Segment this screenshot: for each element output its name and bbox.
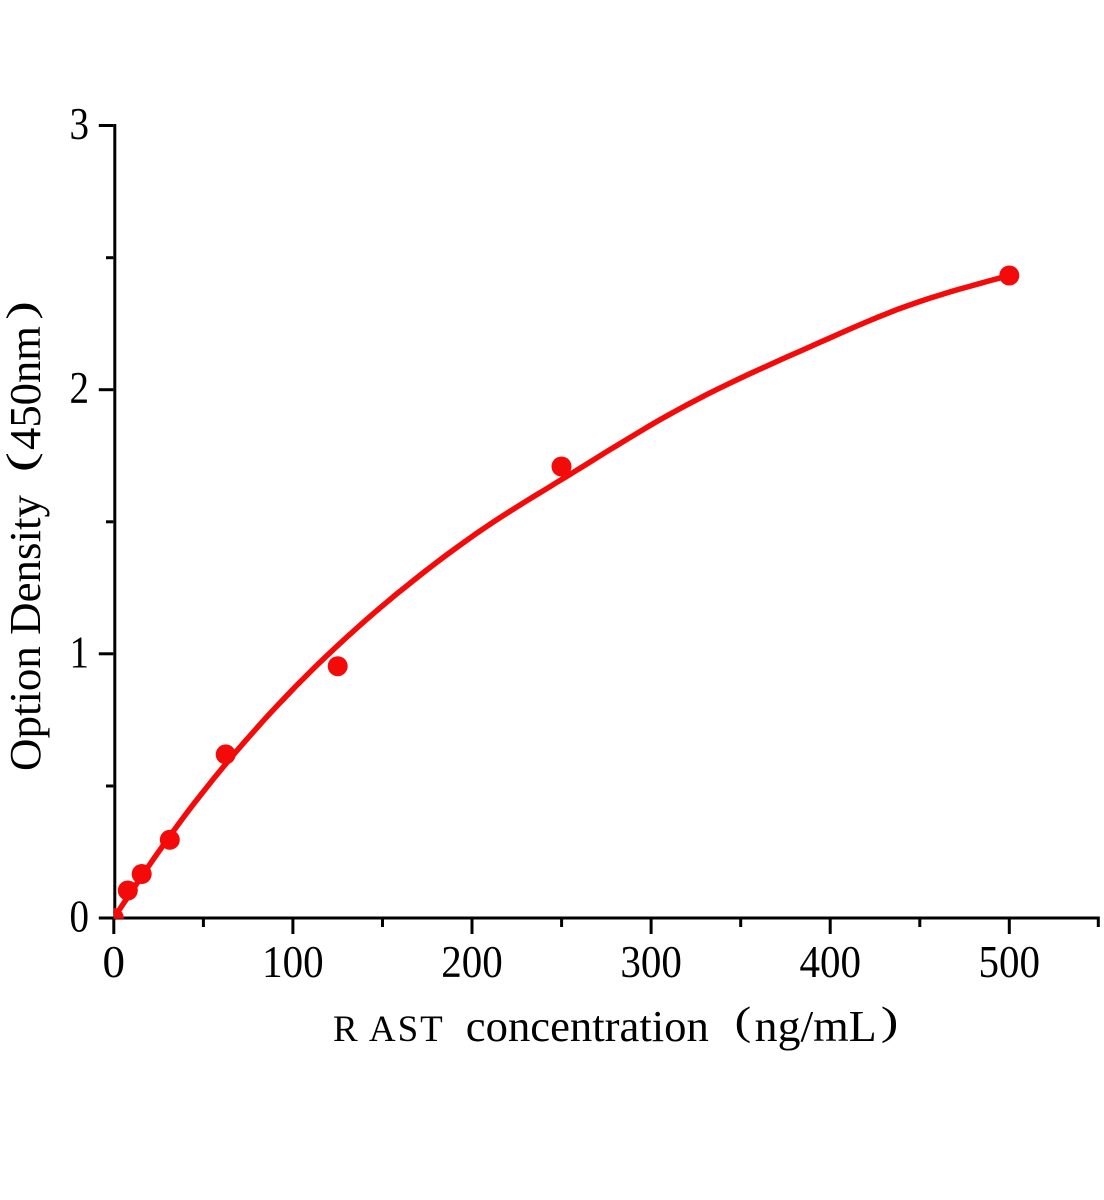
svg-text:300: 300 xyxy=(620,937,682,987)
svg-text:(: ( xyxy=(735,999,752,1044)
svg-text:400: 400 xyxy=(799,937,861,987)
svg-text:): ) xyxy=(881,999,899,1044)
svg-text:450nm: 450nm xyxy=(1,326,50,450)
svg-text:Option Density: Option Density xyxy=(1,495,50,771)
svg-text:0: 0 xyxy=(70,892,90,942)
svg-text:ng/mL: ng/mL xyxy=(755,1002,877,1051)
svg-text:100: 100 xyxy=(262,937,324,987)
svg-text:200: 200 xyxy=(441,937,503,987)
svg-text:3: 3 xyxy=(70,99,90,149)
svg-text:R AST: R AST xyxy=(333,1009,445,1050)
svg-text:): ) xyxy=(0,301,43,320)
svg-text:1: 1 xyxy=(70,627,90,677)
svg-text:(: ( xyxy=(0,452,43,472)
svg-text:concentration: concentration xyxy=(466,1002,709,1051)
svg-text:0: 0 xyxy=(103,937,126,987)
svg-text:500: 500 xyxy=(979,937,1041,987)
svg-text:2: 2 xyxy=(70,363,90,413)
